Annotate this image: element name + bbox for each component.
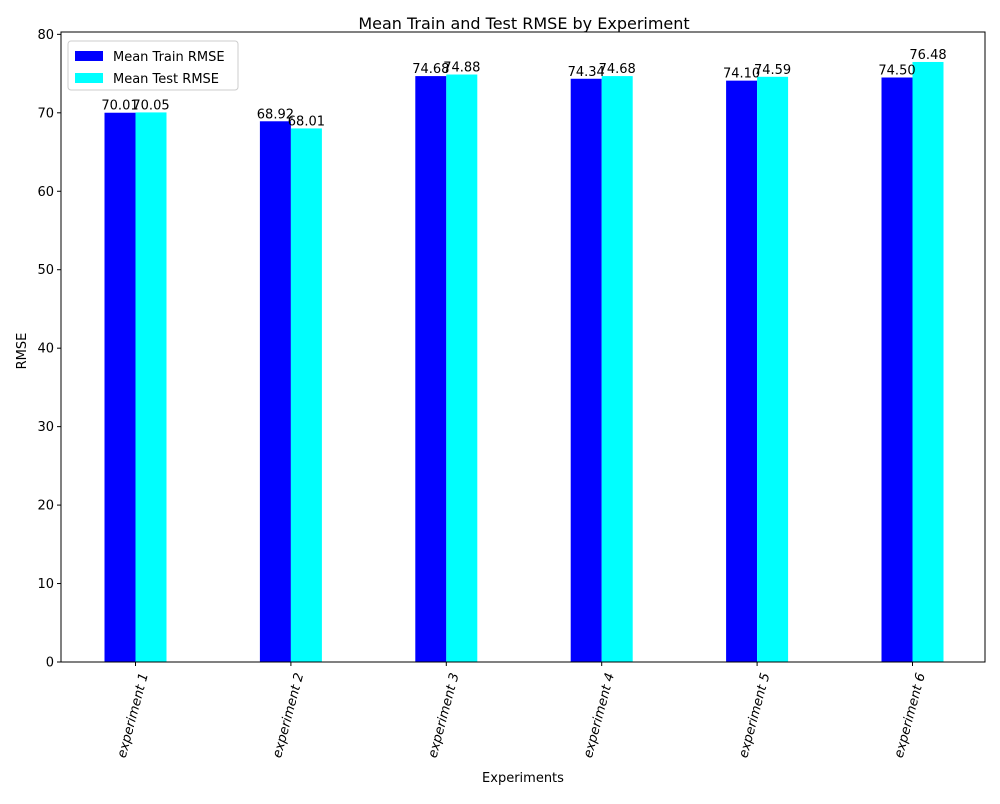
- bar-train-6: [881, 77, 913, 663]
- value-label-test-3: 74.88: [443, 61, 480, 76]
- legend-box: [67, 40, 239, 91]
- value-label-test-6: 76.48: [909, 48, 946, 63]
- x-tick-label-6: experiment 6: [892, 671, 929, 759]
- value-label-train-5: 74.10: [723, 67, 760, 82]
- bar-test-4: [601, 76, 633, 662]
- legend-swatch-train: [75, 51, 103, 61]
- y-tick-label-40: 40: [37, 342, 54, 357]
- value-label-test-5: 74.59: [754, 63, 791, 78]
- value-label-train-6: 74.50: [878, 64, 915, 79]
- y-axis-label: RMSE: [15, 333, 30, 370]
- bar-train-5: [726, 80, 758, 663]
- x-tick-label-2: experiment 2: [270, 671, 307, 759]
- chart-title: Mean Train and Test RMSE by Experiment: [358, 14, 689, 33]
- y-tick-label-20: 20: [37, 499, 54, 514]
- bars-layer: [104, 61, 944, 663]
- value-label-train-2: 68.92: [257, 107, 294, 122]
- legend: Mean Train RMSE Mean Test RMSE: [67, 40, 239, 91]
- x-axis-label: Experiments: [482, 771, 564, 786]
- value-label-test-4: 74.68: [599, 62, 636, 77]
- bar-test-5: [757, 76, 789, 662]
- value-label-train-1: 70.01: [101, 99, 138, 114]
- value-label-test-1: 70.05: [132, 98, 169, 113]
- x-tick-label-4: experiment 4: [581, 671, 618, 759]
- x-tick-label-5: experiment 5: [736, 671, 773, 759]
- bar-train-4: [570, 78, 602, 663]
- value-label-train-4: 74.34: [568, 65, 605, 80]
- legend-swatch-test: [75, 73, 103, 83]
- x-tick-label-1: experiment 1: [115, 671, 152, 759]
- y-tick-label-70: 70: [37, 106, 54, 121]
- bar-train-3: [415, 76, 447, 662]
- legend-label-test: Mean Test RMSE: [113, 72, 219, 87]
- y-tick-label-50: 50: [37, 263, 54, 278]
- plot-frame: [60, 31, 986, 663]
- x-tick-label-3: experiment 3: [426, 671, 463, 759]
- bar-train-1: [104, 112, 136, 662]
- y-tick-label-0: 0: [46, 656, 54, 671]
- bar-train-2: [259, 121, 291, 662]
- value-label-train-3: 74.68: [412, 62, 449, 77]
- y-tick-label-10: 10: [37, 577, 54, 592]
- y-axis: 0 10 20 30 40 50 60 70 80: [37, 28, 61, 671]
- value-label-test-2: 68.01: [288, 114, 325, 129]
- y-tick-label-30: 30: [37, 420, 54, 435]
- bar-test-3: [446, 74, 478, 662]
- legend-label-train: Mean Train RMSE: [113, 50, 225, 65]
- bar-test-2: [290, 128, 322, 662]
- bar-test-6: [912, 61, 944, 663]
- y-tick-label-80: 80: [37, 28, 54, 43]
- y-tick-label-60: 60: [37, 185, 54, 200]
- x-axis: experiment 1 experiment 2 experiment 3 expe…: [115, 662, 929, 760]
- bar-test-1: [135, 112, 167, 663]
